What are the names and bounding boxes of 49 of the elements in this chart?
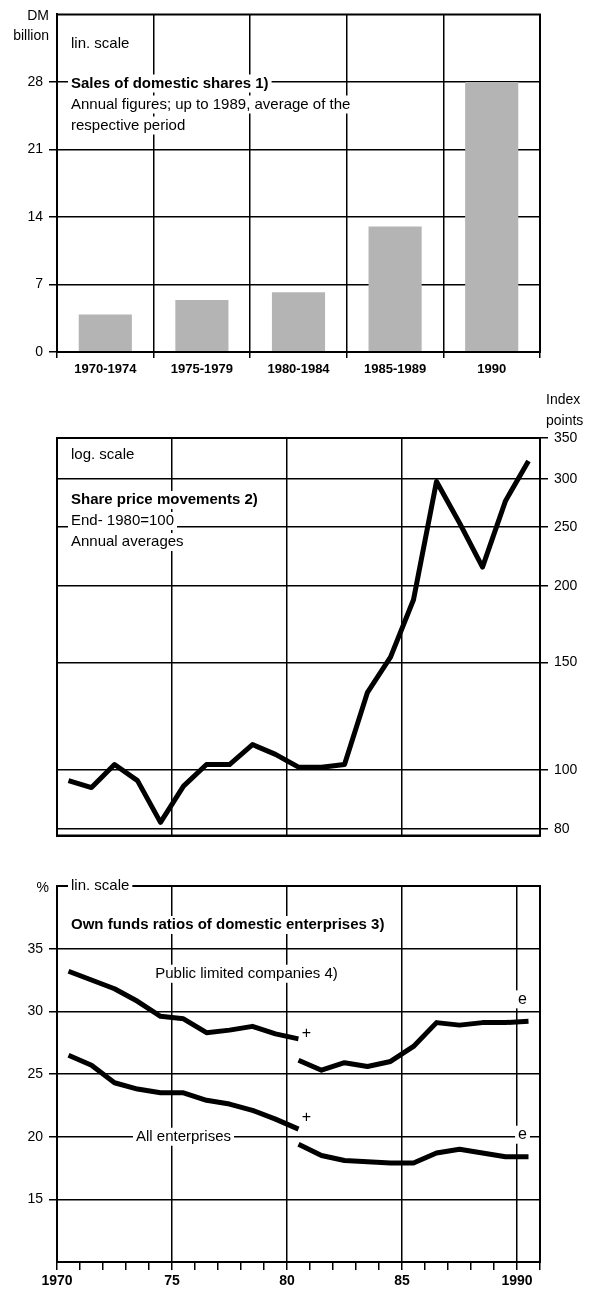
y-tick-label: 35 (27, 939, 44, 956)
annotation: + (301, 1023, 312, 1041)
annotation: lin. scale (71, 876, 130, 894)
x-tick-label: 1970 (41, 1272, 73, 1289)
series-label: All enterprises (135, 1126, 232, 1144)
text: Share price movements 2) (71, 490, 258, 508)
annotation: lin. scale (71, 33, 130, 51)
annotation: + (301, 1107, 312, 1125)
annotation: log. scale (71, 445, 135, 463)
text: End- 1980=100 Annual averages (71, 511, 184, 550)
x-tick-label: 1985-1989 (364, 361, 427, 377)
x-tick-label: 1975-1979 (170, 361, 233, 377)
series-label: Public limited companies 4) (155, 963, 338, 981)
x-tick-label: 1970-1974 (74, 361, 138, 377)
x-tick-label: 1990 (501, 1272, 533, 1289)
x-tick-label: 80 (279, 1272, 295, 1289)
y-tick-label: 200 (554, 577, 578, 594)
bar (175, 299, 229, 352)
y-tick-label: 7 (35, 275, 44, 292)
x-tick-label: 1990 (477, 361, 507, 377)
y-tick-label: 21 (27, 140, 44, 157)
y-tick-label: 20 (27, 1127, 44, 1144)
y-tick-label: 350 (554, 428, 578, 445)
y-tick-label: 100 (554, 760, 578, 777)
y-axis-title: Index points (546, 390, 584, 428)
y-axis-title: % (36, 878, 49, 895)
y-tick-label: 15 (27, 1190, 44, 1207)
y-tick-label: 300 (554, 469, 578, 486)
y-tick-label: 250 (554, 517, 578, 534)
x-tick-label: 85 (394, 1272, 410, 1289)
y-tick-label: 30 (27, 1002, 44, 1019)
y-tick-label: 150 (554, 653, 578, 670)
annotation: e (518, 989, 528, 1007)
bar (368, 226, 422, 352)
bar (271, 292, 326, 352)
text: Own funds ratios of domestic enterprises 3) (71, 915, 385, 933)
y-tick-label: 80 (554, 819, 570, 836)
y-tick-label: 14 (27, 207, 44, 224)
bar (465, 81, 519, 352)
y-axis-title: DM billion (13, 7, 49, 44)
text: Annual figures; up to 1989, average of the respective period (71, 94, 351, 133)
bar (78, 314, 132, 352)
x-tick-label: 75 (164, 1272, 180, 1289)
y-tick-label: 25 (27, 1064, 44, 1081)
y-tick-label: 0 (35, 342, 44, 359)
text: Sales of domestic shares 1) (71, 73, 269, 91)
y-tick-label: 28 (27, 72, 44, 89)
annotation: e (518, 1125, 528, 1143)
x-tick-label: 1980-1984 (267, 361, 331, 377)
